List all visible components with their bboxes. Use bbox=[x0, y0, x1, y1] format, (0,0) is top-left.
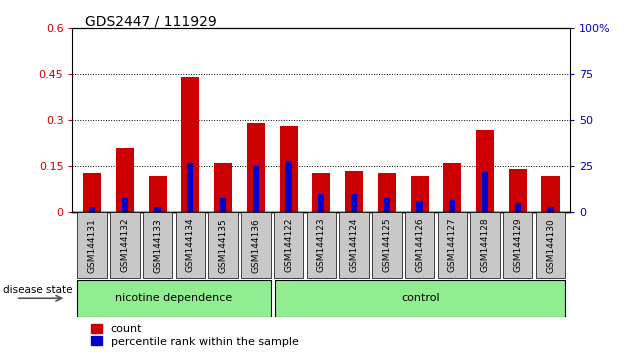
Bar bbox=[384, 198, 390, 212]
Bar bbox=[77, 212, 107, 278]
Text: GSM144124: GSM144124 bbox=[350, 218, 358, 272]
Bar bbox=[247, 124, 265, 212]
Bar bbox=[444, 163, 461, 212]
Text: control: control bbox=[401, 293, 440, 303]
Bar bbox=[416, 201, 423, 212]
Bar bbox=[312, 172, 330, 212]
Bar bbox=[372, 212, 401, 278]
Text: GSM144122: GSM144122 bbox=[284, 218, 293, 272]
Bar bbox=[187, 163, 193, 212]
Bar bbox=[122, 198, 128, 212]
Bar bbox=[154, 207, 161, 212]
Bar bbox=[143, 212, 173, 278]
Bar bbox=[547, 207, 554, 212]
Bar bbox=[214, 163, 232, 212]
Bar bbox=[149, 176, 166, 212]
Bar bbox=[77, 280, 270, 317]
Bar bbox=[470, 212, 500, 278]
Bar bbox=[509, 170, 527, 212]
Bar bbox=[220, 198, 226, 212]
Text: GSM144133: GSM144133 bbox=[153, 218, 162, 273]
Bar bbox=[378, 172, 396, 212]
Bar bbox=[176, 212, 205, 278]
Text: GSM144131: GSM144131 bbox=[88, 218, 96, 273]
Bar bbox=[503, 212, 532, 278]
Text: GSM144132: GSM144132 bbox=[120, 218, 129, 273]
Text: GSM144129: GSM144129 bbox=[513, 218, 522, 273]
Bar bbox=[345, 171, 363, 212]
Bar bbox=[438, 212, 467, 278]
Bar bbox=[482, 172, 488, 212]
Text: GSM144127: GSM144127 bbox=[448, 218, 457, 273]
Bar bbox=[83, 172, 101, 212]
Bar bbox=[405, 212, 434, 278]
Bar bbox=[274, 212, 303, 278]
Text: GSM144130: GSM144130 bbox=[546, 218, 555, 273]
Bar bbox=[280, 126, 297, 212]
Text: disease state: disease state bbox=[3, 285, 72, 295]
Bar bbox=[411, 176, 428, 212]
Bar bbox=[116, 148, 134, 212]
Bar bbox=[318, 194, 324, 212]
Text: GDS2447 / 111929: GDS2447 / 111929 bbox=[85, 14, 217, 28]
Bar bbox=[307, 212, 336, 278]
Text: GSM144125: GSM144125 bbox=[382, 218, 391, 273]
Bar bbox=[110, 212, 140, 278]
Bar bbox=[253, 166, 259, 212]
Bar bbox=[449, 200, 455, 212]
Bar bbox=[181, 78, 199, 212]
Text: GSM144135: GSM144135 bbox=[219, 218, 227, 273]
Bar bbox=[241, 212, 270, 278]
Text: GSM144123: GSM144123 bbox=[317, 218, 326, 273]
Bar bbox=[285, 161, 292, 212]
Legend: count, percentile rank within the sample: count, percentile rank within the sample bbox=[91, 324, 299, 347]
Bar bbox=[340, 212, 369, 278]
Bar bbox=[209, 212, 238, 278]
Bar bbox=[351, 194, 357, 212]
Bar bbox=[542, 176, 559, 212]
Bar bbox=[536, 212, 565, 278]
Text: GSM144128: GSM144128 bbox=[481, 218, 490, 273]
Bar bbox=[275, 280, 565, 317]
Bar bbox=[89, 207, 95, 212]
Bar bbox=[515, 203, 521, 212]
Text: GSM144134: GSM144134 bbox=[186, 218, 195, 273]
Text: GSM144136: GSM144136 bbox=[251, 218, 260, 273]
Bar bbox=[476, 130, 494, 212]
Text: nicotine dependence: nicotine dependence bbox=[115, 293, 232, 303]
Text: GSM144126: GSM144126 bbox=[415, 218, 424, 273]
